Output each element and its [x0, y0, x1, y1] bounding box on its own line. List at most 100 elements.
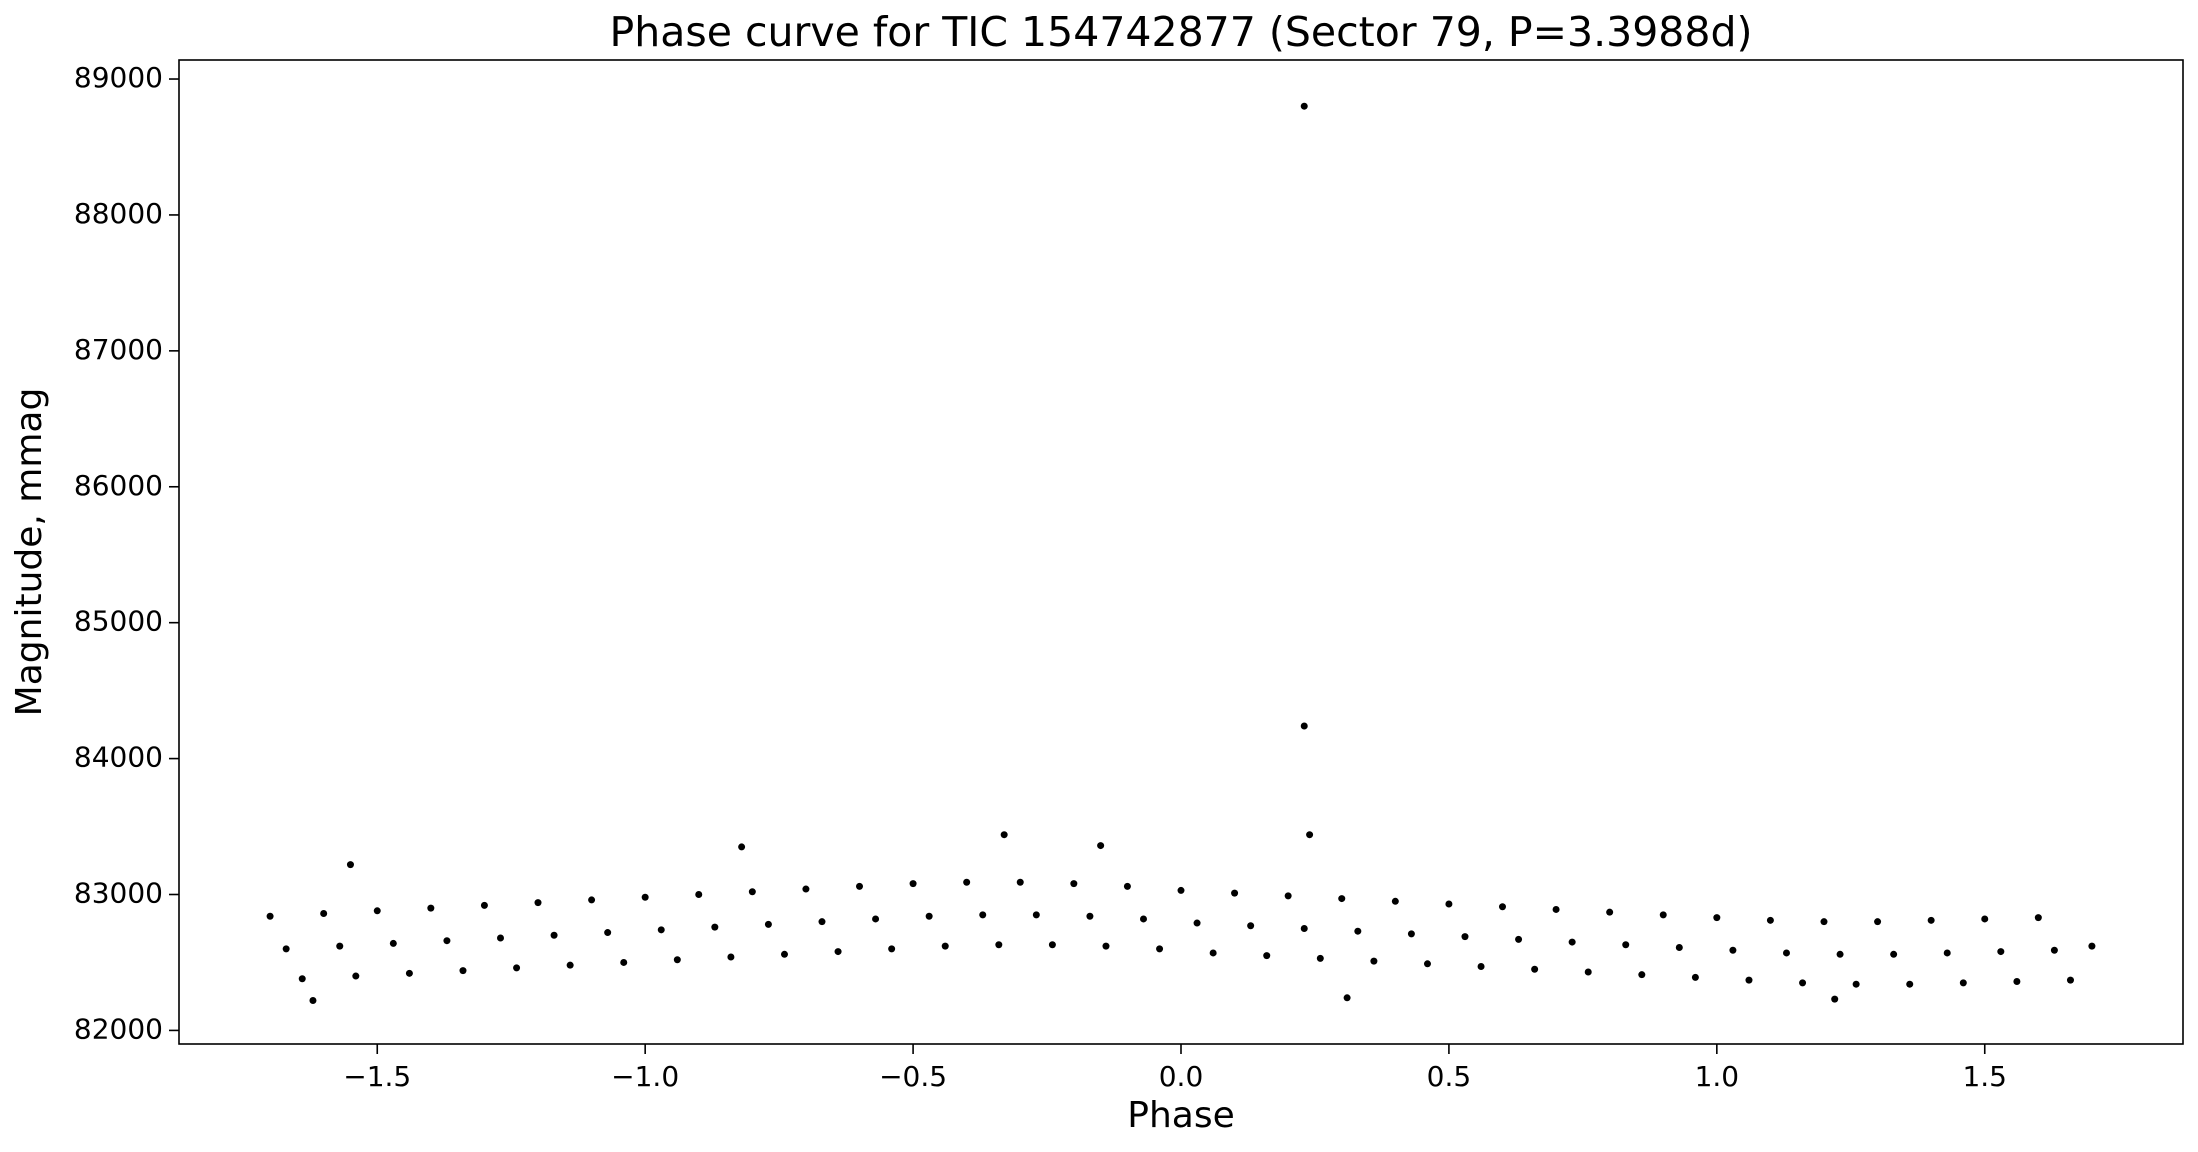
x-tick-label: 0.5 [1427, 1060, 1472, 1093]
point [2088, 942, 2096, 950]
point [1691, 973, 1699, 981]
x-tick-label: −1.0 [611, 1060, 679, 1093]
point [352, 972, 360, 980]
point [1531, 965, 1539, 973]
y-tick-label: 88000 [74, 197, 163, 230]
point [1370, 957, 1378, 965]
chart-title: Phase curve for TIC 154742877 (Sector 79… [610, 8, 1753, 56]
point [2050, 946, 2058, 954]
point [963, 878, 971, 886]
point [1477, 963, 1485, 971]
point [1498, 903, 1506, 911]
x-tick-label: 0.0 [1159, 1060, 1204, 1093]
point [2066, 976, 2074, 984]
point [1515, 935, 1523, 943]
point [1906, 980, 1914, 988]
point [834, 948, 842, 956]
point [1016, 878, 1024, 886]
point [641, 893, 649, 901]
point [1782, 949, 1790, 957]
point [1300, 924, 1308, 932]
point [1713, 914, 1721, 922]
point [1193, 919, 1201, 927]
x-tick-label: 1.0 [1695, 1060, 1740, 1093]
point [604, 929, 612, 937]
point [1156, 945, 1164, 953]
point [780, 950, 788, 958]
point [1799, 979, 1807, 987]
point [925, 912, 933, 920]
point [513, 964, 521, 972]
y-axis-label: Magnitude, mmag [9, 388, 50, 717]
point [389, 939, 397, 947]
point [480, 901, 488, 909]
point [2013, 977, 2021, 985]
point [1981, 915, 1989, 923]
y-tick-label: 82000 [74, 1012, 163, 1045]
point [1086, 912, 1094, 920]
point [1177, 886, 1185, 894]
point [1391, 897, 1399, 905]
point [1852, 980, 1860, 988]
point [588, 896, 596, 904]
point [657, 926, 665, 934]
point [1927, 916, 1935, 924]
point [1263, 952, 1271, 960]
point [1729, 946, 1737, 954]
point [1997, 948, 2005, 956]
x-tick-label: −1.5 [343, 1060, 411, 1093]
point [1820, 918, 1828, 926]
point [1407, 930, 1415, 938]
point [1284, 892, 1292, 900]
point [941, 942, 949, 950]
point [1836, 950, 1844, 958]
point [1231, 889, 1239, 897]
point [738, 843, 746, 851]
y-tick-label: 89000 [74, 61, 163, 94]
point [1354, 927, 1362, 935]
y-tick-label: 87000 [74, 333, 163, 366]
point [1606, 908, 1614, 916]
point [1584, 968, 1592, 976]
point [550, 931, 558, 939]
point [748, 888, 756, 896]
point [566, 961, 574, 969]
point [1209, 949, 1217, 957]
point [1097, 842, 1105, 850]
point [888, 945, 896, 953]
point [1831, 995, 1839, 1003]
point [1338, 895, 1346, 903]
point [1306, 831, 1314, 839]
point [282, 945, 290, 953]
point [1890, 950, 1898, 958]
y-tick-label: 84000 [74, 741, 163, 774]
point [309, 997, 317, 1005]
plot-frame [178, 59, 2184, 1045]
point [1959, 979, 1967, 987]
point [1300, 722, 1308, 730]
point [1048, 941, 1056, 949]
point [673, 956, 681, 964]
x-axis-label: Phase [1127, 1095, 1235, 1136]
point [320, 910, 328, 918]
point [1943, 949, 1951, 957]
point [1000, 831, 1008, 839]
point [995, 941, 1003, 949]
point [1247, 922, 1255, 930]
point [620, 958, 628, 966]
point [1123, 882, 1131, 890]
point [872, 915, 880, 923]
point [1445, 900, 1453, 908]
point [266, 912, 274, 920]
y-tick-label: 83000 [74, 876, 163, 909]
point [1316, 954, 1324, 962]
point [1552, 905, 1560, 913]
x-tick-label: 1.5 [1962, 1060, 2007, 1093]
point [336, 942, 344, 950]
point [1745, 976, 1753, 984]
point [1638, 971, 1646, 979]
point [405, 969, 413, 977]
point [1139, 915, 1147, 923]
point [1622, 941, 1630, 949]
